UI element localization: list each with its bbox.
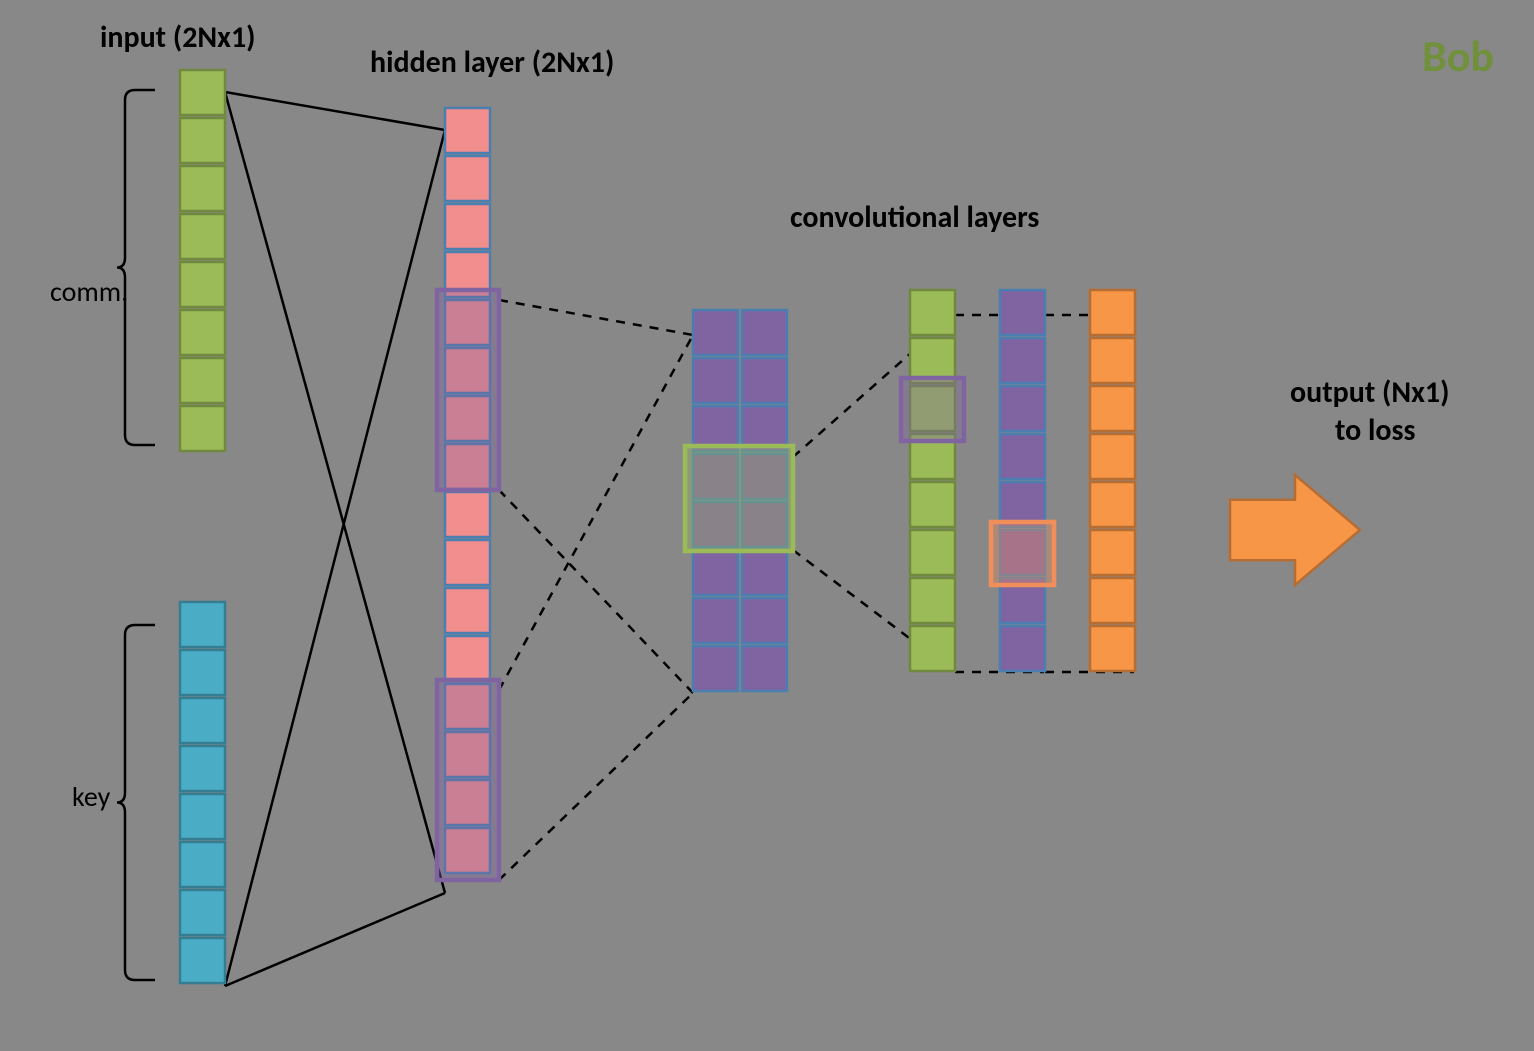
cell-conv1a-0 [693, 310, 738, 355]
label-input: input (2Nx1) [100, 20, 256, 56]
cell-conv3-3 [1000, 434, 1045, 479]
conv-line-3 [499, 693, 693, 880]
label-output-line1: output (Nx1) [1290, 375, 1449, 411]
conv-line-1 [499, 490, 693, 693]
cell-output-3 [1090, 434, 1135, 479]
cell-input_comm-4 [180, 262, 225, 307]
label-comm: comm. [50, 275, 128, 309]
cell-conv1b-6 [742, 598, 787, 643]
cell-conv3-1 [1000, 338, 1045, 383]
conv-line-2 [499, 335, 693, 690]
conv-line-0 [499, 300, 693, 335]
cell-output-7 [1090, 626, 1135, 671]
cell-conv1a-6 [693, 598, 738, 643]
cell-input_key-4 [180, 794, 225, 839]
cell-conv1a-7 [693, 646, 738, 691]
cell-conv2-7 [910, 626, 955, 671]
cell-input_comm-5 [180, 310, 225, 355]
cell-hidden-8 [445, 492, 490, 537]
cell-hidden-1 [445, 156, 490, 201]
cell-input_key-6 [180, 890, 225, 935]
fc-line-1 [225, 92, 445, 893]
cell-conv1b-0 [742, 310, 787, 355]
cell-conv2-5 [910, 530, 955, 575]
cell-conv1b-1 [742, 358, 787, 403]
kernel-hidden_k2 [437, 680, 499, 880]
cell-output-2 [1090, 386, 1135, 431]
cell-output-6 [1090, 578, 1135, 623]
label-conv: convolutional layers [790, 200, 1039, 236]
cell-input_comm-6 [180, 358, 225, 403]
kernel-conv2_k [901, 378, 964, 441]
cell-input_comm-1 [180, 118, 225, 163]
cell-input_key-2 [180, 698, 225, 743]
label-key: key [72, 780, 110, 814]
label-hidden: hidden layer (2Nx1) [370, 45, 614, 81]
bracket-comm [117, 90, 155, 445]
fc-line-0 [225, 92, 445, 130]
cell-input_comm-0 [180, 70, 225, 115]
cell-conv3-7 [1000, 626, 1045, 671]
cell-input_key-0 [180, 602, 225, 647]
cell-output-1 [1090, 338, 1135, 383]
fc-line-2 [225, 130, 445, 986]
cell-input_key-5 [180, 842, 225, 887]
title-bob: Bob [1422, 30, 1494, 83]
cell-conv1b-7 [742, 646, 787, 691]
cell-hidden-0 [445, 108, 490, 153]
cell-input_key-3 [180, 746, 225, 791]
cell-conv3-2 [1000, 386, 1045, 431]
cell-hidden-9 [445, 540, 490, 585]
kernel-hidden_k1 [437, 290, 499, 490]
cell-input_key-1 [180, 650, 225, 695]
cell-hidden-2 [445, 204, 490, 249]
cell-hidden-10 [445, 588, 490, 633]
fc-line-3 [225, 893, 445, 986]
cell-conv3-0 [1000, 290, 1045, 335]
kernel-conv3_k [991, 522, 1054, 585]
output-arrow [1230, 475, 1360, 585]
cell-output-5 [1090, 530, 1135, 575]
cell-conv1a-5 [693, 550, 738, 595]
cell-hidden-11 [445, 636, 490, 681]
cell-output-4 [1090, 482, 1135, 527]
kernel-conv1_k [685, 446, 793, 551]
cell-conv2-0 [910, 290, 955, 335]
cell-conv2-6 [910, 578, 955, 623]
cell-input_comm-2 [180, 166, 225, 211]
cell-output-0 [1090, 290, 1135, 335]
cell-input_comm-3 [180, 214, 225, 259]
cell-conv1a-1 [693, 358, 738, 403]
cell-input_key-7 [180, 938, 225, 983]
cell-conv1b-5 [742, 550, 787, 595]
cell-conv2-4 [910, 482, 955, 527]
cell-input_comm-7 [180, 406, 225, 451]
label-output-line2: to loss [1335, 413, 1415, 449]
bracket-key [117, 625, 155, 980]
